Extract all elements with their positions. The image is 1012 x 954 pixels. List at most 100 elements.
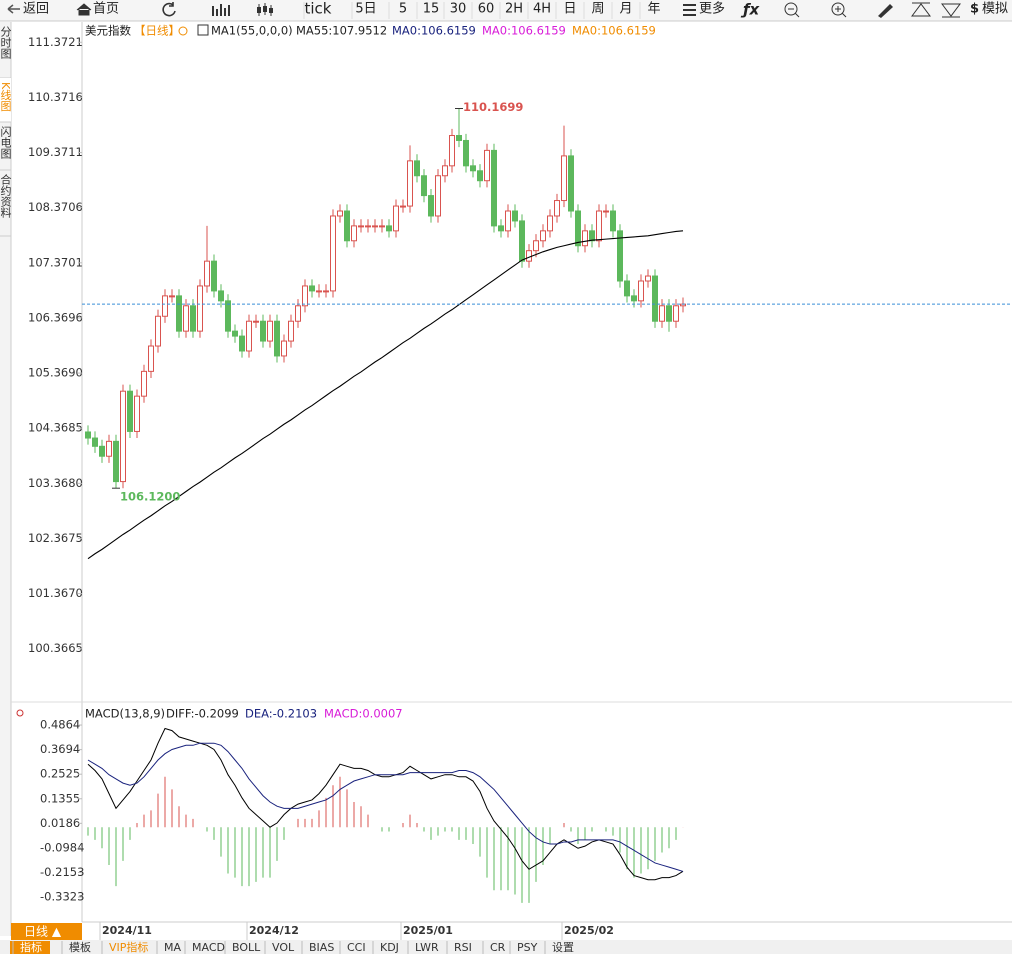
indicator-tab[interactable]: KDJ [380,941,399,954]
candle-icon[interactable] [263,6,267,12]
indicator-tab[interactable]: BOLL [232,941,261,954]
back-button[interactable]: 返回 [23,2,49,17]
period-toggle[interactable] [178,26,188,36]
candle-body [414,160,420,177]
candle-body [323,290,329,293]
candle-body [253,320,259,323]
candle-body [470,165,476,172]
candle-body [400,205,406,208]
indicator-tab[interactable]: VOL [272,941,295,954]
candle-body [239,335,245,352]
indicator-tab[interactable]: LWR [415,941,439,954]
up-triangle-icon[interactable] [911,2,931,17]
period-label: 【日线】 [134,24,180,38]
period-button[interactable]: 年 [647,2,660,17]
dollar-icon[interactable]: $ [970,2,979,17]
indicator-tab[interactable]: VIP指标 [109,940,148,954]
candle-body [260,320,266,342]
side-tab[interactable]: 合约资料 [0,173,12,219]
period-button-label[interactable]: 日线 ▲ [24,925,62,939]
x-tick-label: 2025/02 [564,924,614,937]
candle-body [526,250,532,262]
tab-bar [0,940,1012,954]
period-button[interactable] [11,923,82,940]
ma0-value: MA0:106.6159 [572,24,656,38]
period-button[interactable]: 60 [478,2,495,17]
macd-tick-label: 0.1355 [40,791,80,805]
indicator-tab[interactable]: MACD [192,941,225,954]
y-tick-label: 101.3670 [28,586,83,600]
refresh-icon[interactable] [162,2,176,17]
side-tab-strip [0,22,11,936]
candle-body [197,285,203,332]
indicator-tab[interactable]: 设置 [552,941,574,954]
indicator-tab[interactable]: 指标 [20,940,42,954]
ma0-value: MA0:106.6159 [482,24,566,38]
candle-body [365,225,371,228]
candle-body [113,440,119,483]
indicator-tab[interactable]: CCI [347,941,366,954]
candle-body [372,225,378,228]
candle-body [148,345,154,372]
home-icon[interactable] [76,3,92,16]
more-button[interactable]: 更多 [699,1,725,17]
more-icon[interactable] [683,4,696,16]
period-button[interactable]: 30 [450,2,467,17]
candle-body [99,445,105,457]
indicator-tab[interactable]: BIAS [309,941,334,954]
period-button[interactable]: 2H [505,2,523,17]
candle-body [267,320,273,342]
candle-body [183,305,189,332]
macd-tick-label: -0.0984 [40,840,84,854]
period-button[interactable]: tick [305,0,332,18]
macd-tick-label: 0.4864 [40,718,80,732]
bar-icon[interactable] [212,4,230,16]
indicator-tab[interactable]: PSY [517,941,538,954]
indicator-tab[interactable]: MA [164,941,181,954]
period-button[interactable]: 15 [423,2,440,17]
indicator-tab[interactable]: CR [490,941,506,954]
y-tick-label: 102.3675 [28,531,83,545]
side-tab[interactable]: K线图 [0,82,12,112]
y-tick-label: 104.3685 [28,421,83,435]
indicator-tab[interactable]: 模板 [69,940,91,954]
y-tick-label: 105.3690 [28,366,83,380]
macd-settings-icon[interactable] [16,709,24,717]
candle-body [421,175,427,197]
pen-icon[interactable] [878,4,893,18]
hist-label: MACD:0.0007 [324,707,403,721]
candle-body [554,200,560,217]
period-button[interactable]: 4H [533,2,551,17]
indicator-tab[interactable]: RSI [454,941,472,954]
dea-label: DEA:-0.2103 [245,707,317,721]
candle-body [232,330,238,337]
candle-body [358,225,364,228]
period-button[interactable]: 5 [399,2,407,17]
candle-body [484,149,490,182]
down-triangle-icon[interactable] [941,3,961,18]
back-icon[interactable] [7,4,20,14]
zoom-in-icon[interactable] [831,2,845,16]
side-tab[interactable]: 闪电图 [0,125,12,160]
candle-body [463,139,469,167]
period-button[interactable]: 5日 [355,2,376,17]
candle-body [141,370,147,397]
candle-body [316,290,322,293]
candle-body [393,205,399,232]
candle-body [596,210,602,242]
macd-tick-label: -0.3323 [40,890,84,904]
candle-icon[interactable] [269,8,273,13]
simulate-button[interactable]: 模拟 [982,2,1008,17]
y-tick-label: 106.3696 [28,310,83,324]
period-button[interactable]: 周 [591,2,604,17]
zoom-out-icon[interactable] [784,2,798,16]
period-button[interactable]: 日 [563,2,576,17]
candle-icon[interactable] [257,7,261,13]
indicator-icon[interactable] [197,24,209,36]
home-button[interactable]: 首页 [93,2,119,17]
period-button[interactable]: 月 [619,2,632,17]
formula-icon[interactable]: ƒx [740,1,761,19]
side-tab[interactable]: 分时图 [0,26,12,60]
x-tick-label: 2024/11 [102,924,152,937]
